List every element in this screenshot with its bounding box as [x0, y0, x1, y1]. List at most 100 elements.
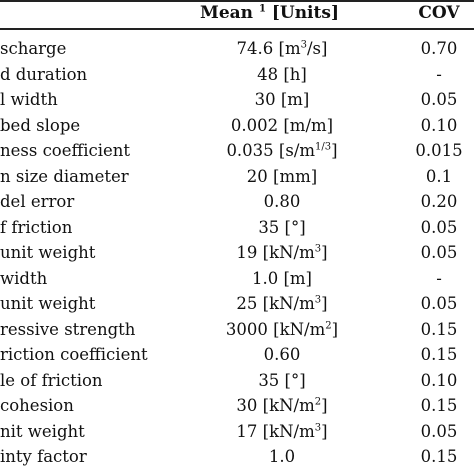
- mean-value: 0.002 [m/m]: [172, 113, 392, 139]
- parameter-name: d duration: [0, 64, 88, 84]
- parameter-name: nit weight: [0, 421, 85, 441]
- mean-value-text: 30 [m]: [254, 90, 310, 109]
- parameter-name: le of friction: [0, 370, 103, 390]
- mean-value-text: 48 [h]: [257, 64, 307, 84]
- mean-value: 1.0: [172, 444, 392, 470]
- parameter-name: cohesion: [0, 396, 74, 415]
- parameter-name: ressive strength: [0, 319, 136, 339]
- header-mean: Mean 1 [Units]: [200, 2, 358, 24]
- cov-value: 0.20: [420, 192, 458, 211]
- mean-unit-exponent: 3: [300, 39, 307, 51]
- table-row: ressive strength 3000 [kN/m2] 0.15: [0, 317, 474, 343]
- mean-value-text: 0.035 [s/m: [226, 141, 316, 160]
- mean-unit-exponent: 2: [314, 396, 322, 408]
- table-row: cohesion 30 [kN/m2] 0.15: [0, 393, 474, 419]
- mean-value: 1.0 [m]: [172, 266, 392, 292]
- mean-unit-tail: ]: [331, 141, 338, 160]
- mean-unit-exponent: 3: [314, 422, 322, 433]
- cov-value: -: [436, 64, 442, 84]
- table-header-rule: [0, 28, 474, 30]
- table-row: bed slope 0.002 [m/m] 0.10: [0, 113, 474, 139]
- mean-unit-tail: ]: [321, 243, 328, 262]
- mean-value: 25 [kN/m3]: [172, 291, 392, 317]
- table-row: unit weight 25 [kN/m3] 0.05: [0, 291, 474, 317]
- table-row: le of friction 35 [°] 0.10: [0, 368, 474, 394]
- table-row: riction coefficient 0.60 0.15: [0, 342, 474, 368]
- table-row: d duration 48 [h] -: [0, 62, 474, 88]
- parameter-name: width: [0, 268, 48, 288]
- cov-value: 0.10: [420, 370, 458, 390]
- mean-value: 0.60: [172, 342, 392, 368]
- mean-value-text: 25 [kN/m: [236, 294, 315, 313]
- table-row: del error 0.80 0.20: [0, 189, 474, 215]
- mean-unit-exponent: 3: [314, 294, 322, 306]
- table-row: scharge 74.6 [m3/s] 0.70: [0, 36, 474, 62]
- mean-unit-tail: /s]: [306, 39, 328, 58]
- parameter-name: l width: [0, 90, 58, 109]
- table-row: l width 30 [m] 0.05: [0, 87, 474, 113]
- mean-unit-exponent: 1/3: [315, 141, 332, 153]
- mean-value: 17 [kN/m3]: [172, 419, 392, 445]
- mean-value: 74.6 [m3/s]: [172, 36, 392, 62]
- mean-value-text: 17 [kN/m: [236, 421, 315, 441]
- mean-value-text: 35 [°]: [258, 370, 306, 390]
- table-row: unit weight 19 [kN/m3] 0.05: [0, 240, 474, 266]
- cov-value: 0.05: [420, 294, 458, 313]
- parameter-name: f friction: [0, 217, 73, 237]
- table-row: width 1.0 [m] -: [0, 266, 474, 292]
- cov-value: 0.10: [420, 115, 458, 135]
- mean-value-text: 1.0 [m]: [251, 268, 312, 288]
- mean-value: 19 [kN/m3]: [172, 240, 392, 266]
- mean-value-text: 1.0: [268, 447, 296, 466]
- cov-value: 0.015: [415, 141, 463, 160]
- table-row: ness coefficient 0.035 [s/m1/3] 0.015: [0, 138, 474, 164]
- mean-unit-exponent: 3: [314, 243, 322, 255]
- table-row: nit weight 17 [kN/m3] 0.05: [0, 419, 474, 445]
- cov-value: 0.70: [420, 39, 458, 58]
- header-mean-footnote: 1: [258, 3, 266, 15]
- parameter-name: ness coefficient: [0, 141, 131, 160]
- header-mean-label: Mean: [200, 3, 254, 23]
- mean-value-text: 0.80: [263, 192, 301, 211]
- mean-value-text: 0.60: [263, 345, 301, 364]
- cov-value: 0.05: [420, 421, 458, 441]
- mean-value: 20 [mm]: [172, 164, 392, 190]
- header-mean-units: [Units]: [271, 3, 339, 23]
- mean-value: 0.80: [172, 189, 392, 215]
- cov-value: 0.05: [420, 217, 458, 237]
- mean-value: 3000 [kN/m2]: [172, 317, 392, 343]
- mean-value: 30 [kN/m2]: [172, 393, 392, 419]
- mean-unit-tail: ]: [331, 319, 339, 339]
- parameter-name: n size diameter: [0, 166, 129, 186]
- parameter-name: del error: [0, 192, 75, 211]
- mean-unit-exponent: 2: [325, 320, 332, 331]
- table-top-rule: [0, 0, 474, 2]
- mean-value: 30 [m]: [172, 87, 392, 113]
- parameter-name: scharge: [0, 39, 67, 58]
- cov-value: 0.05: [420, 90, 458, 109]
- mean-value-text: 0.002 [m/m]: [230, 115, 334, 135]
- mean-value-text: 35 [°]: [258, 217, 306, 237]
- cov-value: 0.15: [420, 396, 458, 415]
- cov-value: 0.15: [420, 447, 458, 466]
- parameter-name: unit weight: [0, 243, 96, 262]
- mean-value-text: 74.6 [m: [236, 39, 301, 58]
- parameter-name: riction coefficient: [0, 345, 148, 364]
- cov-value: 0.1: [425, 166, 453, 186]
- mean-value-text: 30 [kN/m: [236, 396, 315, 415]
- cov-value: 0.15: [420, 319, 458, 339]
- table-row: f friction 35 [°] 0.05: [0, 215, 474, 241]
- mean-unit-tail: ]: [321, 421, 328, 441]
- table-row: n size diameter 20 [mm] 0.1: [0, 164, 474, 190]
- mean-value: 48 [h]: [172, 62, 392, 88]
- mean-value-text: 3000 [kN/m: [225, 319, 326, 339]
- parameter-name: bed slope: [0, 115, 81, 135]
- mean-value: 35 [°]: [172, 215, 392, 241]
- mean-value: 0.035 [s/m1/3]: [172, 138, 392, 164]
- cov-value: 0.05: [420, 243, 458, 262]
- mean-unit-tail: ]: [321, 294, 328, 313]
- header-cov: COV: [418, 3, 460, 23]
- cov-value: 0.15: [420, 345, 458, 364]
- mean-value-text: 19 [kN/m: [236, 243, 315, 262]
